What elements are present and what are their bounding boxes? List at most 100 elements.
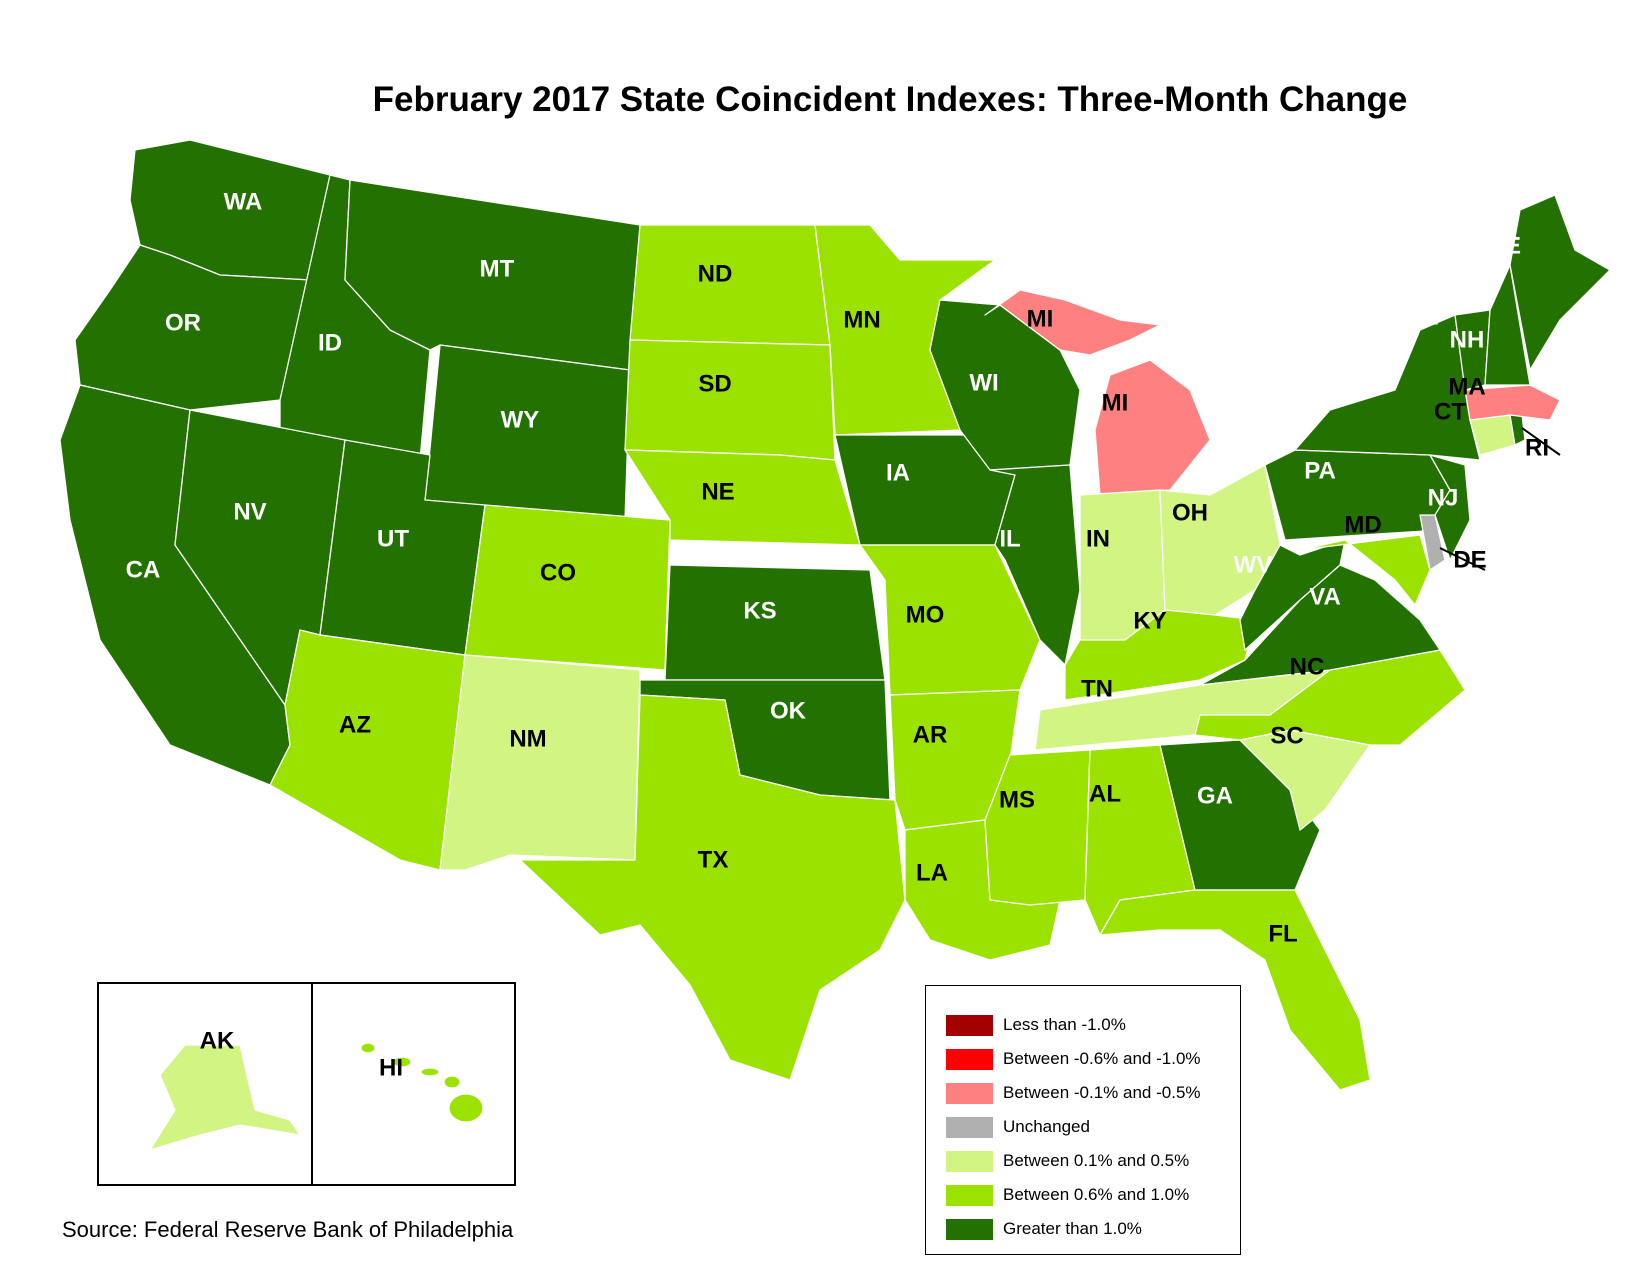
state-WV[interactable] bbox=[1239, 539, 1346, 651]
state-label-VT: VT bbox=[1413, 303, 1444, 330]
state-SD[interactable] bbox=[624, 339, 836, 461]
state-label-OH: OH bbox=[1172, 499, 1208, 526]
state-label-OR: OR bbox=[165, 309, 201, 336]
state-label-RI: RI bbox=[1525, 434, 1549, 461]
legend: Less than -1.0% Between -0.6% and -1.0% … bbox=[925, 985, 1241, 1255]
legend-label: Between 0.1% and 0.5% bbox=[1003, 1151, 1190, 1170]
state-label-CO: CO bbox=[540, 559, 576, 586]
state-MD[interactable] bbox=[1299, 534, 1431, 606]
state-AZ[interactable] bbox=[269, 629, 466, 871]
state-IL[interactable] bbox=[989, 464, 1081, 666]
legend-label: Between -0.6% and -1.0% bbox=[1003, 1049, 1201, 1068]
legend-item: Between 0.6% and 1.0% bbox=[946, 1178, 1240, 1212]
state-label-NJ: NJ bbox=[1428, 484, 1459, 511]
state-HI-kauai[interactable] bbox=[360, 1042, 376, 1054]
legend-swatch bbox=[946, 1150, 993, 1172]
legend-swatch bbox=[946, 1082, 993, 1104]
state-MI-lower[interactable] bbox=[1094, 359, 1211, 496]
legend-swatch bbox=[946, 1048, 993, 1070]
state-label-DE: DE bbox=[1453, 546, 1486, 573]
state-label-MT: MT bbox=[480, 255, 515, 282]
state-label-AR: AR bbox=[913, 721, 948, 748]
state-label-IL: IL bbox=[999, 525, 1020, 552]
state-label-KY: KY bbox=[1133, 607, 1166, 634]
state-HI-big-island[interactable] bbox=[448, 1093, 484, 1123]
legend-label: Less than -1.0% bbox=[1003, 1015, 1126, 1034]
state-label-NY: NY bbox=[1363, 367, 1396, 394]
state-label-MA: MA bbox=[1448, 373, 1485, 400]
state-NM[interactable] bbox=[439, 654, 641, 871]
state-label-MN: MN bbox=[843, 306, 880, 333]
source-note: Source: Federal Reserve Bank of Philadel… bbox=[62, 1217, 514, 1242]
state-label-MO: MO bbox=[906, 601, 945, 628]
state-DE[interactable] bbox=[1419, 514, 1446, 571]
state-label-AZ: AZ bbox=[339, 711, 371, 738]
state-label-WY: WY bbox=[501, 406, 540, 433]
state-label-ID: ID bbox=[318, 329, 342, 356]
ri-leader-line bbox=[1521, 427, 1561, 456]
legend-swatch bbox=[946, 1184, 993, 1206]
state-label-IA: IA bbox=[886, 459, 910, 486]
legend-item: Between -0.6% and -1.0% bbox=[946, 1042, 1240, 1076]
legend-label: Unchanged bbox=[1003, 1117, 1090, 1136]
state-label-UT: UT bbox=[377, 525, 409, 552]
state-label-NC: NC bbox=[1290, 653, 1325, 680]
legend-item: Less than -1.0% bbox=[946, 1008, 1240, 1042]
legend-label: Between 0.6% and 1.0% bbox=[1003, 1185, 1190, 1204]
state-label-GA: GA bbox=[1197, 782, 1233, 809]
state-label-MS: MS bbox=[999, 786, 1035, 813]
state-label-SC: SC bbox=[1270, 722, 1303, 749]
state-OR[interactable] bbox=[74, 244, 311, 411]
legend-item: Unchanged bbox=[946, 1110, 1240, 1144]
state-label-TN: TN bbox=[1081, 675, 1113, 702]
state-CO[interactable] bbox=[464, 504, 671, 671]
state-label-NV: NV bbox=[233, 498, 266, 525]
state-label-SD: SD bbox=[698, 370, 731, 397]
state-label-FL: FL bbox=[1268, 920, 1297, 947]
state-NJ[interactable] bbox=[1429, 454, 1471, 561]
state-label-AL: AL bbox=[1089, 780, 1121, 807]
state-label-WI: WI bbox=[969, 369, 998, 396]
state-label-MI: MI bbox=[1102, 389, 1129, 416]
state-label-AK: AK bbox=[200, 1027, 235, 1054]
hawaii-islands bbox=[360, 1042, 484, 1123]
legend-swatch bbox=[946, 1218, 993, 1240]
state-label-MD: MD bbox=[1344, 511, 1381, 538]
state-label-NE: NE bbox=[701, 478, 734, 505]
legend-swatch bbox=[946, 1014, 993, 1036]
state-TX[interactable] bbox=[519, 694, 906, 1081]
state-HI-molokai[interactable] bbox=[420, 1067, 440, 1077]
state-NC[interactable] bbox=[1194, 649, 1466, 746]
state-label-IN: IN bbox=[1086, 525, 1110, 552]
legend-label: Between -0.1% and -0.5% bbox=[1003, 1083, 1201, 1102]
state-MI-upper[interactable] bbox=[984, 289, 1161, 356]
legend-item: Between -0.1% and -0.5% bbox=[946, 1076, 1240, 1110]
legend-item: Between 0.1% and 0.5% bbox=[946, 1144, 1240, 1178]
state-label-HI: HI bbox=[379, 1054, 403, 1081]
map-title: February 2017 State Coincident Indexes: … bbox=[372, 80, 1408, 119]
state-label-WA: WA bbox=[224, 188, 263, 215]
state-label-KS: KS bbox=[743, 597, 776, 624]
state-label-LA: LA bbox=[916, 859, 948, 886]
state-label-ND: ND bbox=[698, 260, 733, 287]
legend-item: Greater than 1.0% bbox=[946, 1212, 1240, 1246]
state-label-MI: MI bbox=[1027, 305, 1054, 332]
state-label-VA: VA bbox=[1309, 583, 1341, 610]
legend-label: Greater than 1.0% bbox=[1003, 1219, 1142, 1238]
state-label-PA: PA bbox=[1304, 457, 1336, 484]
state-NH[interactable] bbox=[1484, 264, 1531, 386]
state-label-CA: CA bbox=[126, 556, 161, 583]
state-HI-oahu[interactable] bbox=[392, 1056, 412, 1068]
state-ME[interactable] bbox=[1509, 194, 1611, 371]
hawaii-inset bbox=[311, 982, 516, 1186]
state-FL[interactable] bbox=[1099, 889, 1371, 1091]
state-AK[interactable] bbox=[149, 1044, 301, 1151]
state-label-CT: CT bbox=[1434, 398, 1466, 425]
state-label-NM: NM bbox=[509, 725, 546, 752]
de-leader-line bbox=[1439, 547, 1486, 571]
legend-swatch bbox=[946, 1116, 993, 1138]
state-label-TX: TX bbox=[698, 846, 729, 873]
state-label-WV: WV bbox=[1234, 551, 1273, 578]
state-HI-maui[interactable] bbox=[443, 1075, 461, 1089]
